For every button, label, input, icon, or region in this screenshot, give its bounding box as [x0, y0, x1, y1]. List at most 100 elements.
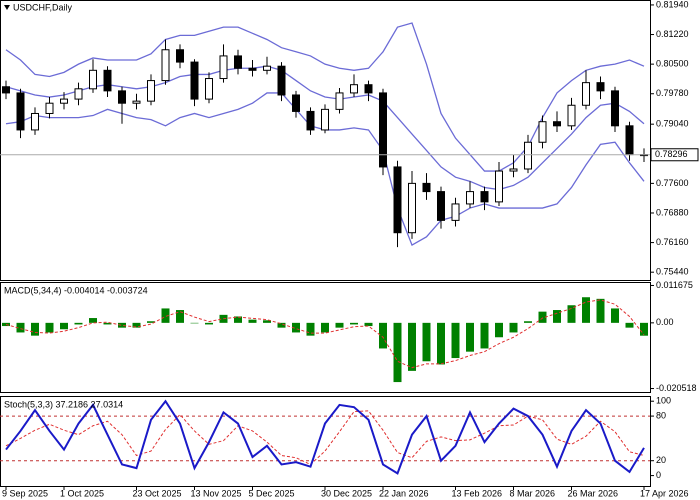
y-tick-label: 0.79780: [656, 88, 689, 98]
candle-body: [16, 92, 25, 131]
candle-body: [234, 55, 242, 69]
candle-body: [292, 94, 300, 112]
candle-body: [451, 203, 460, 221]
candle-body: [379, 92, 387, 168]
macd-bar: [118, 322, 126, 328]
candle-body: [205, 78, 213, 100]
candle-body: [350, 84, 358, 94]
y-tick-label: 0.75440: [656, 267, 689, 277]
y-tick-label: 80: [656, 410, 666, 420]
x-tick-label: 26 Mar 2026: [568, 488, 619, 498]
y-tick-label: 0.80500: [656, 59, 689, 69]
candle-body: [219, 55, 228, 80]
candle-body: [2, 86, 10, 94]
y-tick-label: 0.00: [656, 317, 674, 327]
macd-bar: [350, 322, 358, 325]
candle-body: [596, 82, 605, 92]
candle-body: [553, 121, 561, 127]
macd-bar: [103, 322, 112, 325]
y-tick-label: 0.011675: [656, 280, 693, 290]
macd-bar: [45, 322, 54, 333]
macd-bar: [553, 310, 561, 323]
candle-body: [495, 170, 503, 203]
candle-body: [364, 84, 373, 94]
x-tick-label: 22 Jan 2026: [379, 488, 429, 498]
macd-bar: [408, 322, 416, 371]
macd-bar: [567, 305, 576, 323]
x-tick-label: 8 Mar 2026: [510, 488, 556, 498]
candle-body: [176, 49, 184, 63]
pane-border: [0, 282, 651, 393]
y-tick-label: 0.79040: [656, 119, 689, 129]
candle-body: [393, 166, 402, 234]
macd-bar: [2, 322, 10, 327]
candle-body: [422, 182, 431, 193]
candle-body: [45, 102, 54, 114]
y-tick-label: 0.77600: [656, 178, 689, 188]
candle-body: [31, 112, 39, 131]
macd-bar: [263, 320, 271, 323]
macd-bar: [596, 298, 605, 323]
candle-body: [480, 191, 489, 203]
macd-bar: [89, 318, 97, 323]
macd-bar: [509, 322, 518, 333]
candle-body: [306, 110, 315, 131]
candle-body: [263, 65, 271, 71]
candle-body: [321, 108, 329, 131]
macd-bar: [393, 322, 402, 383]
candle-body: [89, 69, 97, 90]
x-tick-label: 23 Oct 2025: [133, 488, 182, 498]
bollinger-upper: [5, 22, 645, 172]
pane-border: [0, 396, 651, 487]
macd-bar: [234, 316, 242, 323]
x-tick-label: 17 Apr 2026: [640, 488, 689, 498]
macd-bar: [292, 322, 300, 333]
candle-body: [277, 65, 286, 96]
macd-bar: [335, 322, 344, 328]
macd-bar: [306, 322, 315, 336]
macd-bar: [132, 322, 141, 328]
candle-body: [118, 90, 126, 104]
pane-title: Stoch(5,3,3) 37.2186 27.0314: [4, 399, 123, 409]
macd-bar: [60, 322, 68, 330]
macd-bar: [161, 308, 170, 323]
macd-bar: [277, 322, 286, 328]
candle-body: [582, 82, 590, 106]
candle-body: [74, 88, 83, 100]
bollinger-middle: [5, 65, 645, 191]
candle-body: [248, 67, 257, 71]
candle-body: [60, 98, 68, 104]
candle-body: [132, 100, 141, 104]
x-tick-label: 5 Dec 2025: [249, 488, 295, 498]
macd-bar: [248, 319, 257, 323]
pane-title: MACD(5,34,4) -0.004014 -0.003724: [4, 285, 148, 295]
candle-body: [437, 191, 445, 221]
y-tick-label: -0.020518: [656, 383, 697, 393]
x-tick-label: 1 Oct 2025: [60, 488, 104, 498]
macd-bar: [321, 322, 329, 333]
candle-body: [538, 121, 547, 143]
macd-bar: [31, 322, 39, 336]
macd-bar: [190, 322, 199, 324]
macd-bar: [74, 322, 83, 325]
pane-border: [0, 0, 651, 281]
candle-body: [103, 69, 112, 92]
candle-body: [625, 125, 634, 156]
macd-bar: [176, 310, 184, 323]
macd-bar: [379, 322, 387, 349]
y-tick-label: 0.76160: [656, 237, 689, 247]
candle-body: [567, 104, 576, 127]
stoch-main: [5, 399, 645, 475]
macd-bar: [611, 308, 619, 323]
candle-body: [408, 182, 416, 234]
candle-body: [466, 191, 474, 205]
y-tick-label: 100: [656, 396, 671, 406]
candle-body: [161, 49, 170, 82]
macd-bar: [422, 322, 431, 362]
x-tick-label: 30 Dec 2025: [321, 488, 372, 498]
macd-bar: [16, 322, 25, 333]
y-tick-label: 0.76880: [656, 207, 689, 217]
macd-bar: [205, 322, 213, 325]
candle-body: [147, 80, 155, 102]
macd-bar: [147, 321, 155, 323]
